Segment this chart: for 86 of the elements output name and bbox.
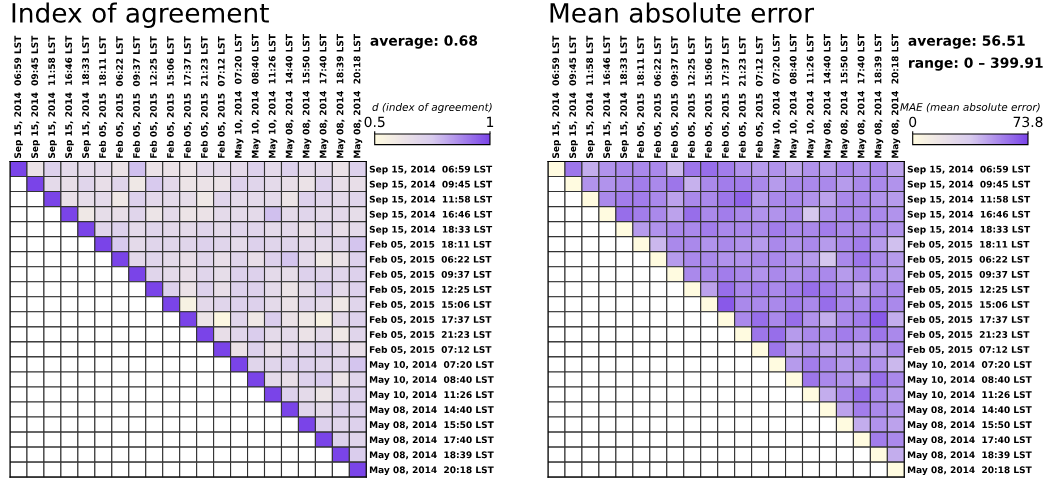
chart-title: Index of agreement [12,2,269,28]
y-tick-label: Feb 05, 2015 18:11 LST [369,240,492,249]
y-tick-label: Feb 05, 2015 21:23 LST [907,330,1030,340]
x-tick-label: Feb 05, 2015 06:22 LST [115,36,125,158]
y-tick-label: May 10, 2014 07:20 LST [907,361,1032,370]
x-tick-label: Feb 05, 2015 09:37 LST [670,36,680,158]
y-tick-label: Sep 15, 2014 09:45 LST [907,180,1031,190]
y-tick-label: May 08, 2014 15:50 LST [369,421,494,430]
y-tick-label: Feb 05, 2015 09:37 LST [369,270,492,279]
x-tick-label: May 10, 2014 11:26 LST [806,34,816,158]
x-tick-label: May 10, 2014 11:26 LST [268,34,278,158]
y-tick-label: May 08, 2014 14:40 LST [369,406,494,415]
y-tick-label: May 10, 2014 07:20 LST [369,361,494,370]
y-tick-label: Feb 05, 2015 06:22 LST [907,255,1030,264]
y-tick-label: May 10, 2014 11:26 LST [907,391,1032,400]
y-tick-label: Sep 15, 2014 06:59 LST [369,165,493,175]
x-tick-label: May 08, 2014 14:40 LST [285,34,295,158]
y-tick-label: Feb 05, 2015 15:06 LST [369,300,492,309]
y-tick-label: May 08, 2014 14:40 LST [907,406,1032,415]
x-tick-label: Sep 15, 2014 09:45 LST [31,35,40,159]
color-bar-title: MAE (mean absolute error) [900,102,1040,113]
text: average: 56.51 [908,35,1025,49]
y-tick-label: Feb 05, 2015 17:37 LST [369,315,492,325]
y-tick-label: May 08, 2014 15:50 LST [907,421,1032,430]
x-tick-label: May 10, 2014 07:20 LST [234,34,244,158]
y-tick-label: Sep 15, 2014 06:59 LST [907,165,1031,175]
text: range: 0 – 399.91 [909,57,1043,71]
x-tick-label: Feb 05, 2015 18:11 LST [98,36,108,158]
x-tick-label: Feb 05, 2015 21:23 LST [738,36,747,158]
y-tick-label: May 10, 2014 08:40 LST [369,376,494,385]
color-bar-label: 73.8 [1013,116,1043,128]
x-tick-label: Feb 05, 2015 12:25 LST [687,36,696,158]
y-tick-label: May 08, 2014 18:39 LST [369,451,494,460]
text: average: 0.68 [370,35,478,49]
x-tick-label: Sep 15, 2014 06:59 LST [14,35,23,159]
x-tick-label: Feb 05, 2015 17:37 LST [183,36,192,158]
x-tick-label: Feb 05, 2015 12:25 LST [149,36,158,158]
x-tick-label: Sep 15, 2014 11:58 LST [586,35,595,159]
y-tick-label: Feb 05, 2015 09:37 LST [907,270,1030,279]
y-tick-label: Sep 15, 2014 16:46 LST [907,210,1031,220]
y-tick-label: Sep 15, 2014 09:45 LST [369,180,493,190]
x-tick-label: Sep 15, 2014 16:46 LST [65,35,74,159]
x-tick-label: Feb 05, 2015 21:23 LST [200,36,209,158]
y-tick-label: May 08, 2014 17:40 LST [369,436,494,445]
y-tick-label: May 08, 2014 20:18 LST [369,466,494,476]
y-tick-label: May 10, 2014 08:40 LST [907,376,1032,385]
y-tick-label: May 08, 2014 18:39 LST [907,451,1032,460]
y-tick-label: Sep 15, 2014 16:46 LST [369,210,493,220]
x-tick-label: Feb 05, 2015 15:06 LST [166,36,175,158]
y-tick-label: Feb 05, 2015 18:11 LST [907,240,1030,249]
y-tick-label: May 10, 2014 11:26 LST [369,391,494,400]
x-tick-label: Feb 05, 2015 06:22 LST [653,36,663,158]
x-tick-label: Sep 15, 2014 16:46 LST [603,35,612,159]
x-tick-label: Sep 15, 2014 18:33 LST [620,35,629,159]
x-tick-label: Sep 15, 2014 18:33 LST [82,35,91,159]
x-tick-label: May 10, 2014 08:40 LST [251,34,261,158]
y-tick-label: Feb 05, 2015 12:25 LST [907,285,1030,294]
y-tick-label: Feb 05, 2015 15:06 LST [907,300,1030,309]
x-tick-label: Sep 15, 2014 09:45 LST [569,35,578,159]
y-tick-label: Feb 05, 2015 17:37 LST [907,315,1030,325]
y-tick-label: Feb 05, 2015 12:25 LST [369,285,492,294]
color-bar-label: 0.5 [364,116,385,128]
y-tick-label: Feb 05, 2015 21:23 LST [369,330,492,340]
y-tick-label: May 08, 2014 17:40 LST [907,436,1032,445]
chart-title: Mean absolute error [550,2,814,23]
color-bar-title: d (index of agreement) [372,102,492,113]
y-tick-label: Sep 15, 2014 18:33 LST [369,225,493,235]
y-tick-label: Sep 15, 2014 18:33 LST [907,225,1031,235]
x-tick-label: Feb 05, 2015 15:06 LST [704,36,713,158]
x-tick-label: May 10, 2014 07:20 LST [772,34,782,158]
color-bar-label: 0 [909,116,917,128]
x-tick-label: May 10, 2014 08:40 LST [789,34,799,158]
x-tick-label: Feb 05, 2015 17:37 LST [721,36,730,158]
x-tick-label: Feb 05, 2015 07:12 LST [755,36,764,158]
x-tick-label: May 08, 2014 14:40 LST [823,34,833,158]
y-tick-label: Sep 15, 2014 11:58 LST [907,195,1031,205]
x-tick-label: Feb 05, 2015 09:37 LST [132,36,142,158]
x-tick-label: Feb 05, 2015 07:12 LST [217,36,226,158]
x-tick-label: Sep 15, 2014 11:58 LST [48,35,57,159]
x-tick-label: Feb 05, 2015 18:11 LST [636,36,646,158]
y-tick-label: Feb 05, 2015 06:22 LST [369,255,492,264]
y-tick-label: Sep 15, 2014 11:58 LST [369,195,493,205]
y-tick-label: Feb 05, 2015 07:12 LST [907,345,1030,355]
color-bar-label: 1 [487,116,494,127]
y-tick-label: May 08, 2014 20:18 LST [907,466,1032,476]
y-tick-label: Feb 05, 2015 07:12 LST [369,345,492,355]
